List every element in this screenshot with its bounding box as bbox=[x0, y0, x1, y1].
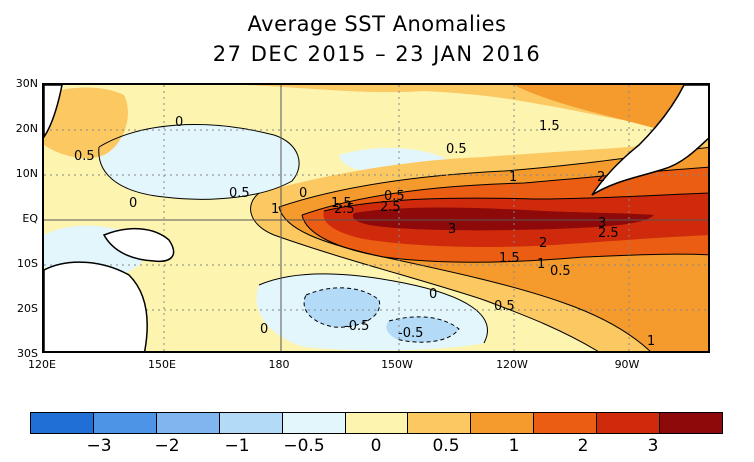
colorbar-swatch bbox=[345, 413, 409, 433]
colorbar-swatch bbox=[282, 413, 346, 433]
contour-label: 2.5 bbox=[380, 200, 401, 215]
contour-label: 3 bbox=[598, 216, 606, 231]
lat-label-20n: 20N bbox=[15, 122, 38, 135]
contour-label: 0 bbox=[129, 196, 137, 211]
contour-label: 0.5 bbox=[446, 142, 467, 157]
colorbar-swatch bbox=[31, 413, 94, 433]
anomaly-0.5-region-west bbox=[44, 87, 128, 159]
contour-label: 0 bbox=[299, 186, 307, 201]
lat-label-10s: 10S bbox=[17, 257, 38, 270]
colorbar-label: −3 bbox=[86, 436, 112, 456]
anomaly-neg-0.5-region bbox=[304, 287, 380, 328]
colorbar-swatch bbox=[408, 413, 472, 433]
lat-label-eq: EQ bbox=[22, 212, 38, 225]
anomaly-neg-region-north bbox=[98, 124, 300, 200]
contour-label: 1 bbox=[509, 170, 517, 185]
lon-label-120e: 120E bbox=[28, 358, 56, 371]
sst-map-canvas: 0 0.5 0.5 0 0.5 0 1 1.5 2.5 2.5 3 3 2.5 … bbox=[44, 85, 708, 351]
contour-label: 1 bbox=[647, 334, 655, 349]
sst-anomaly-map: 0 0.5 0.5 0 0.5 0 1 1.5 2.5 2.5 3 3 2.5 … bbox=[42, 83, 710, 353]
colorbar-label: 2 bbox=[577, 436, 589, 456]
anomaly-max-region bbox=[352, 207, 654, 231]
asia-land bbox=[44, 85, 63, 139]
contour-label: 0.5 bbox=[494, 299, 515, 314]
lon-label-150w: 150W bbox=[381, 358, 413, 371]
colorbar-legend bbox=[30, 412, 723, 434]
colorbar-label: −1 bbox=[224, 436, 250, 456]
contour-label: -0.5 bbox=[344, 319, 369, 334]
contour-label: 0.5 bbox=[74, 149, 95, 164]
contour-label: 1 bbox=[537, 257, 545, 272]
colorbar-label: 0 bbox=[370, 436, 382, 456]
central-america-land bbox=[591, 85, 708, 196]
colorbar-swatch bbox=[156, 413, 220, 433]
contour-label: 2.5 bbox=[334, 202, 355, 217]
date-range-subtitle: 27 DEC 2015 – 23 JAN 2016 bbox=[212, 42, 542, 66]
colorbar-label: 0.5 bbox=[432, 436, 460, 456]
contour-label: 1 bbox=[271, 202, 279, 217]
contour-label: 0 bbox=[429, 287, 437, 302]
lon-label-120w: 120W bbox=[496, 358, 528, 371]
contour-value-labels: 0 0.5 0.5 0 0.5 0 1 1.5 2.5 2.5 3 3 2.5 … bbox=[74, 115, 655, 349]
contour-label: 0.5 bbox=[229, 186, 250, 201]
colorbar-label: 3 bbox=[647, 436, 659, 456]
colorbar-swatch bbox=[471, 413, 535, 433]
lon-label-90w: 90W bbox=[614, 358, 640, 371]
map-title: Average SST Anomalies bbox=[247, 12, 507, 36]
colorbar-swatch bbox=[93, 413, 157, 433]
contour-label: 0 bbox=[175, 115, 183, 130]
contour-label: 2 bbox=[597, 170, 605, 185]
lat-label-30n: 30N bbox=[15, 77, 38, 90]
colorbar-swatch bbox=[597, 413, 661, 433]
contour-label: -0.5 bbox=[398, 326, 423, 341]
contour-label: 1.5 bbox=[539, 119, 560, 134]
contour-label: 1.5 bbox=[499, 251, 520, 266]
colorbar-label: −0.5 bbox=[283, 436, 325, 456]
contour-label: 0.5 bbox=[384, 189, 405, 204]
colorbar-swatch bbox=[219, 413, 283, 433]
lat-label-20s: 20S bbox=[17, 302, 38, 315]
contour-label: 0 bbox=[260, 322, 268, 337]
new-guinea-land bbox=[102, 227, 175, 263]
lat-label-10n: 10N bbox=[15, 167, 38, 180]
lon-label-180: 180 bbox=[268, 358, 290, 371]
contour-label: 2.5 bbox=[598, 226, 619, 241]
colorbar-swatch bbox=[534, 413, 598, 433]
lat-label-30s: 30S bbox=[17, 347, 38, 360]
anomaly-neg-0.5-region-2 bbox=[386, 316, 459, 343]
colorbar-swatch bbox=[660, 413, 722, 433]
colorbar-label: −2 bbox=[154, 436, 180, 456]
lon-label-150e: 150E bbox=[148, 358, 176, 371]
contour-label: 2 bbox=[539, 236, 547, 251]
colorbar-label: 1 bbox=[508, 436, 520, 456]
contour-label: 1.5 bbox=[331, 196, 352, 211]
land-masses bbox=[44, 85, 708, 351]
contour-label: 0.5 bbox=[550, 264, 571, 279]
australia-land bbox=[44, 261, 148, 351]
contour-label: 3 bbox=[448, 222, 456, 237]
equator-and-dateline bbox=[44, 85, 708, 351]
